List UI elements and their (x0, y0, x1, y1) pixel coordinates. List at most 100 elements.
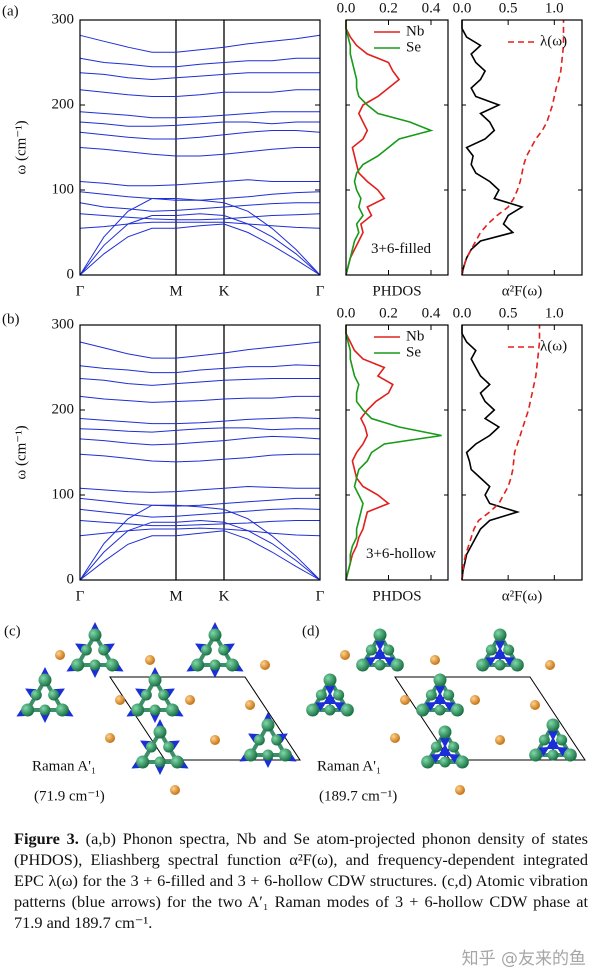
nb-atom (154, 756, 166, 768)
x-tick-label: K (219, 588, 230, 604)
nb-atom (421, 755, 435, 769)
frequency-label: (189.7 cm⁻¹) (319, 788, 397, 804)
annotation: 3+6-hollow (366, 546, 436, 562)
nb-atom (323, 673, 337, 687)
se-atom (260, 660, 270, 670)
data-line (79, 527, 321, 537)
nb-atom (191, 658, 205, 672)
nb-atom (306, 703, 320, 717)
nb-atom (315, 689, 327, 701)
x-axis-label: α²F(ω) (502, 588, 543, 604)
nb-atom (200, 644, 212, 656)
y-tick-label: 100 (52, 486, 75, 502)
nb-atom (433, 673, 447, 687)
data-line (345, 325, 394, 581)
data-line (79, 191, 321, 201)
data-line (79, 519, 321, 581)
se-atom (170, 785, 180, 795)
panel-label: (b) (2, 311, 20, 327)
plot-frame (79, 324, 321, 581)
x-tick-label: 0.2 (379, 0, 398, 16)
nb-atom (485, 644, 497, 656)
unit-cell (394, 676, 586, 761)
y-tick-label: 0 (67, 571, 75, 587)
y-tick-label: 300 (52, 11, 75, 27)
data-line (79, 395, 320, 403)
data-line (345, 20, 401, 276)
data-line (461, 325, 521, 581)
y-axis-label: ω (cm⁻¹) (13, 120, 29, 174)
nb-atom (218, 644, 230, 656)
se-atom (530, 700, 540, 710)
data-line (79, 130, 321, 140)
nb-atom (244, 748, 258, 762)
structure (306, 628, 586, 795)
nb-atom (89, 659, 101, 671)
x-tick-label: 1.0 (545, 305, 564, 321)
nb-atom (208, 628, 222, 642)
data-line (79, 520, 320, 527)
nb-atom (365, 644, 377, 656)
x-axis-label: PHDOS (372, 283, 421, 299)
nb-atom (153, 725, 167, 739)
nb-atom (546, 718, 560, 732)
data-line (79, 378, 320, 386)
nb-atom (340, 703, 354, 717)
y-tick-label: 200 (52, 401, 75, 417)
nb-atom (262, 749, 274, 761)
panel-label: (d) (302, 623, 320, 639)
data-line (79, 453, 320, 463)
x-tick-label: K (219, 283, 230, 299)
nb-atom (324, 704, 336, 716)
se-atom (495, 735, 505, 745)
x-tick-label: Γ (76, 588, 85, 604)
x-tick-label: M (169, 588, 182, 604)
data-line (79, 485, 320, 493)
nb-atom (39, 704, 51, 716)
nb-atom (158, 689, 170, 701)
x-tick-label: 1.0 (545, 0, 564, 16)
data-line (79, 417, 321, 425)
caption-text: (a,b) Phonon spectra, Nb and Se atom-pro… (14, 829, 588, 932)
data-line (79, 341, 321, 359)
nb-atom (140, 689, 152, 701)
data-line (79, 223, 321, 276)
nb-atom (278, 748, 292, 762)
nb-atom (547, 749, 559, 761)
structure (16, 622, 301, 795)
data-line (461, 20, 565, 276)
x-tick-label: Γ (316, 283, 325, 299)
nb-atom (80, 644, 92, 656)
data-line (79, 179, 320, 187)
data-line (79, 213, 321, 221)
nb-atom (425, 689, 437, 701)
nb-atom (98, 644, 110, 656)
data-line (345, 20, 434, 276)
data-line (79, 530, 321, 581)
data-line (461, 20, 524, 276)
watermark: 知乎 @友来的鱼 (461, 949, 586, 969)
nb-atom (443, 689, 455, 701)
nb-atom (38, 673, 52, 687)
data-line (79, 221, 321, 229)
se-atom (455, 785, 465, 795)
nb-atom (416, 703, 430, 717)
caption-label: Figure 3. (14, 829, 79, 848)
data-line (79, 202, 320, 212)
data-line (79, 57, 320, 68)
data-line (79, 497, 320, 507)
nb-atom (131, 703, 145, 717)
data-line (79, 504, 321, 581)
se-atom (115, 695, 125, 705)
legend-label: Se (406, 39, 421, 55)
nb-atom (148, 673, 162, 687)
nb-atom (105, 658, 119, 672)
nb-atom (333, 689, 345, 701)
nb-atom (455, 755, 469, 769)
plot-frame (461, 19, 583, 276)
data-line (79, 147, 320, 157)
y-axis-label: ω (cm⁻¹) (13, 425, 29, 479)
data-line (461, 325, 541, 581)
x-tick-label: 0.0 (337, 305, 356, 321)
